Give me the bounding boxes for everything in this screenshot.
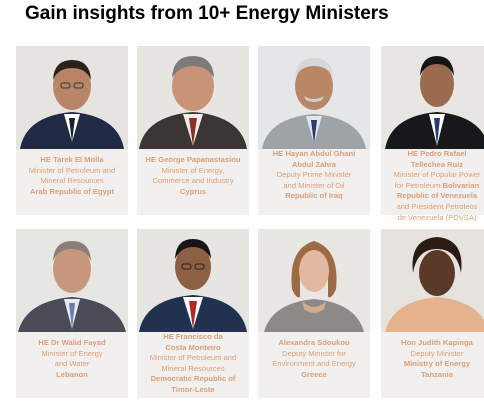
speaker-name: Abdul Zahra xyxy=(291,159,337,169)
speaker-portrait-image xyxy=(381,229,484,332)
speaker-photo xyxy=(137,46,249,149)
speaker-country: Cyprus xyxy=(179,186,207,196)
speaker-country: Republic of Venezuela xyxy=(396,191,478,201)
speaker-role: and Water xyxy=(54,359,90,369)
speaker-portrait-image xyxy=(258,46,370,149)
speaker-country: Timor-Leste xyxy=(171,384,215,394)
speaker-role: Minister of Petroleum and xyxy=(149,353,237,363)
speaker-name: HE Pedro Rafael xyxy=(407,149,467,158)
speaker-role-country: for Petroleum Bolivarian xyxy=(395,181,479,192)
speaker-info: Alexandra Sdoukou Deputy Minister for En… xyxy=(258,332,370,398)
speaker-role: and Minister of Oil xyxy=(283,180,345,190)
speaker-role: Mineral Resources xyxy=(161,363,225,373)
speaker-country: Tanzania xyxy=(421,369,453,379)
speaker-photo xyxy=(381,229,484,332)
speaker-country: Greece xyxy=(301,369,327,379)
speaker-role: Commerce and Industry xyxy=(152,176,234,186)
speaker-info: HE Tarek El Molla Minister of Petroleum … xyxy=(16,149,128,215)
speaker-country: Bolivarian xyxy=(442,180,480,190)
speaker-photo xyxy=(16,229,128,332)
speaker-info: HE Francisco da Costa Monteiro Minister … xyxy=(137,332,249,398)
speaker-role: Environment and Energy xyxy=(272,359,356,369)
speaker-portrait-image xyxy=(381,46,484,149)
speaker-photo xyxy=(137,229,249,332)
speaker-photo xyxy=(258,229,370,332)
speaker-role: for Petroleum xyxy=(394,180,441,190)
speaker-portrait-image xyxy=(137,229,249,332)
speaker-portrait-image xyxy=(258,229,370,332)
speaker-name: Hon Judith Kapinga xyxy=(401,338,473,347)
speaker-role: Minister of Popular Power xyxy=(393,170,481,180)
speaker-name: HE Hayan Abdul Ghani xyxy=(272,149,356,158)
speaker-name: Costa Monteiro xyxy=(165,342,221,352)
speaker-name: Tellechea Ruiz xyxy=(410,159,464,169)
speaker-role: Deputy Minister for xyxy=(282,348,346,358)
speaker-portrait-image xyxy=(16,229,128,332)
speaker-info: HE Pedro Rafael Tellechea Ruiz Minister … xyxy=(381,149,484,222)
speaker-name: HE Tarek El Molla xyxy=(40,155,104,164)
speaker-country: Lebanon xyxy=(56,369,88,379)
speaker-portrait-image xyxy=(137,46,249,149)
speaker-role: Minister of Petroleum and xyxy=(28,165,116,175)
speaker-country: Republic of Iraq xyxy=(285,191,343,201)
speaker-role: Mineral Resources xyxy=(40,176,104,186)
speaker-role: Deputy Minister xyxy=(410,348,464,358)
speaker-info: HE George Papanastasiou Minister of Ener… xyxy=(137,149,249,215)
page-title: Gain insights from 10+ Energy Ministers xyxy=(25,3,389,24)
speaker-name: Alexandra Sdoukou xyxy=(278,338,350,347)
speaker-country: Ministry of Energy xyxy=(403,359,471,369)
speaker-role: and President Petroleos xyxy=(396,201,478,211)
speaker-name: HE George Papanastasiou xyxy=(145,155,241,164)
speaker-name: HE Francisco da xyxy=(163,332,223,341)
speaker-photo xyxy=(381,46,484,149)
speaker-info: Hon Judith Kapinga Deputy Minister Minis… xyxy=(381,332,484,398)
speaker-role: Minister of Energy, xyxy=(161,165,225,175)
speaker-info: HE Dr Walid Fayad Minister of Energy and… xyxy=(16,332,128,398)
speaker-role: Minister of Energy xyxy=(41,348,103,358)
speaker-photo xyxy=(258,46,370,149)
speaker-name: HE Dr Walid Fayad xyxy=(38,338,106,347)
speaker-country: Arab Republic of Egypt xyxy=(30,186,114,196)
speaker-country: Democratic Republic of xyxy=(150,374,236,384)
speaker-photo xyxy=(16,46,128,149)
speaker-info: HE Hayan Abdul Ghani Abdul Zahra Deputy … xyxy=(258,149,370,215)
speaker-role: Deputy Prime Minister xyxy=(276,170,352,180)
speaker-portrait-image xyxy=(16,46,128,149)
speaker-role: de Venezuela (PDVSA) xyxy=(397,212,477,222)
